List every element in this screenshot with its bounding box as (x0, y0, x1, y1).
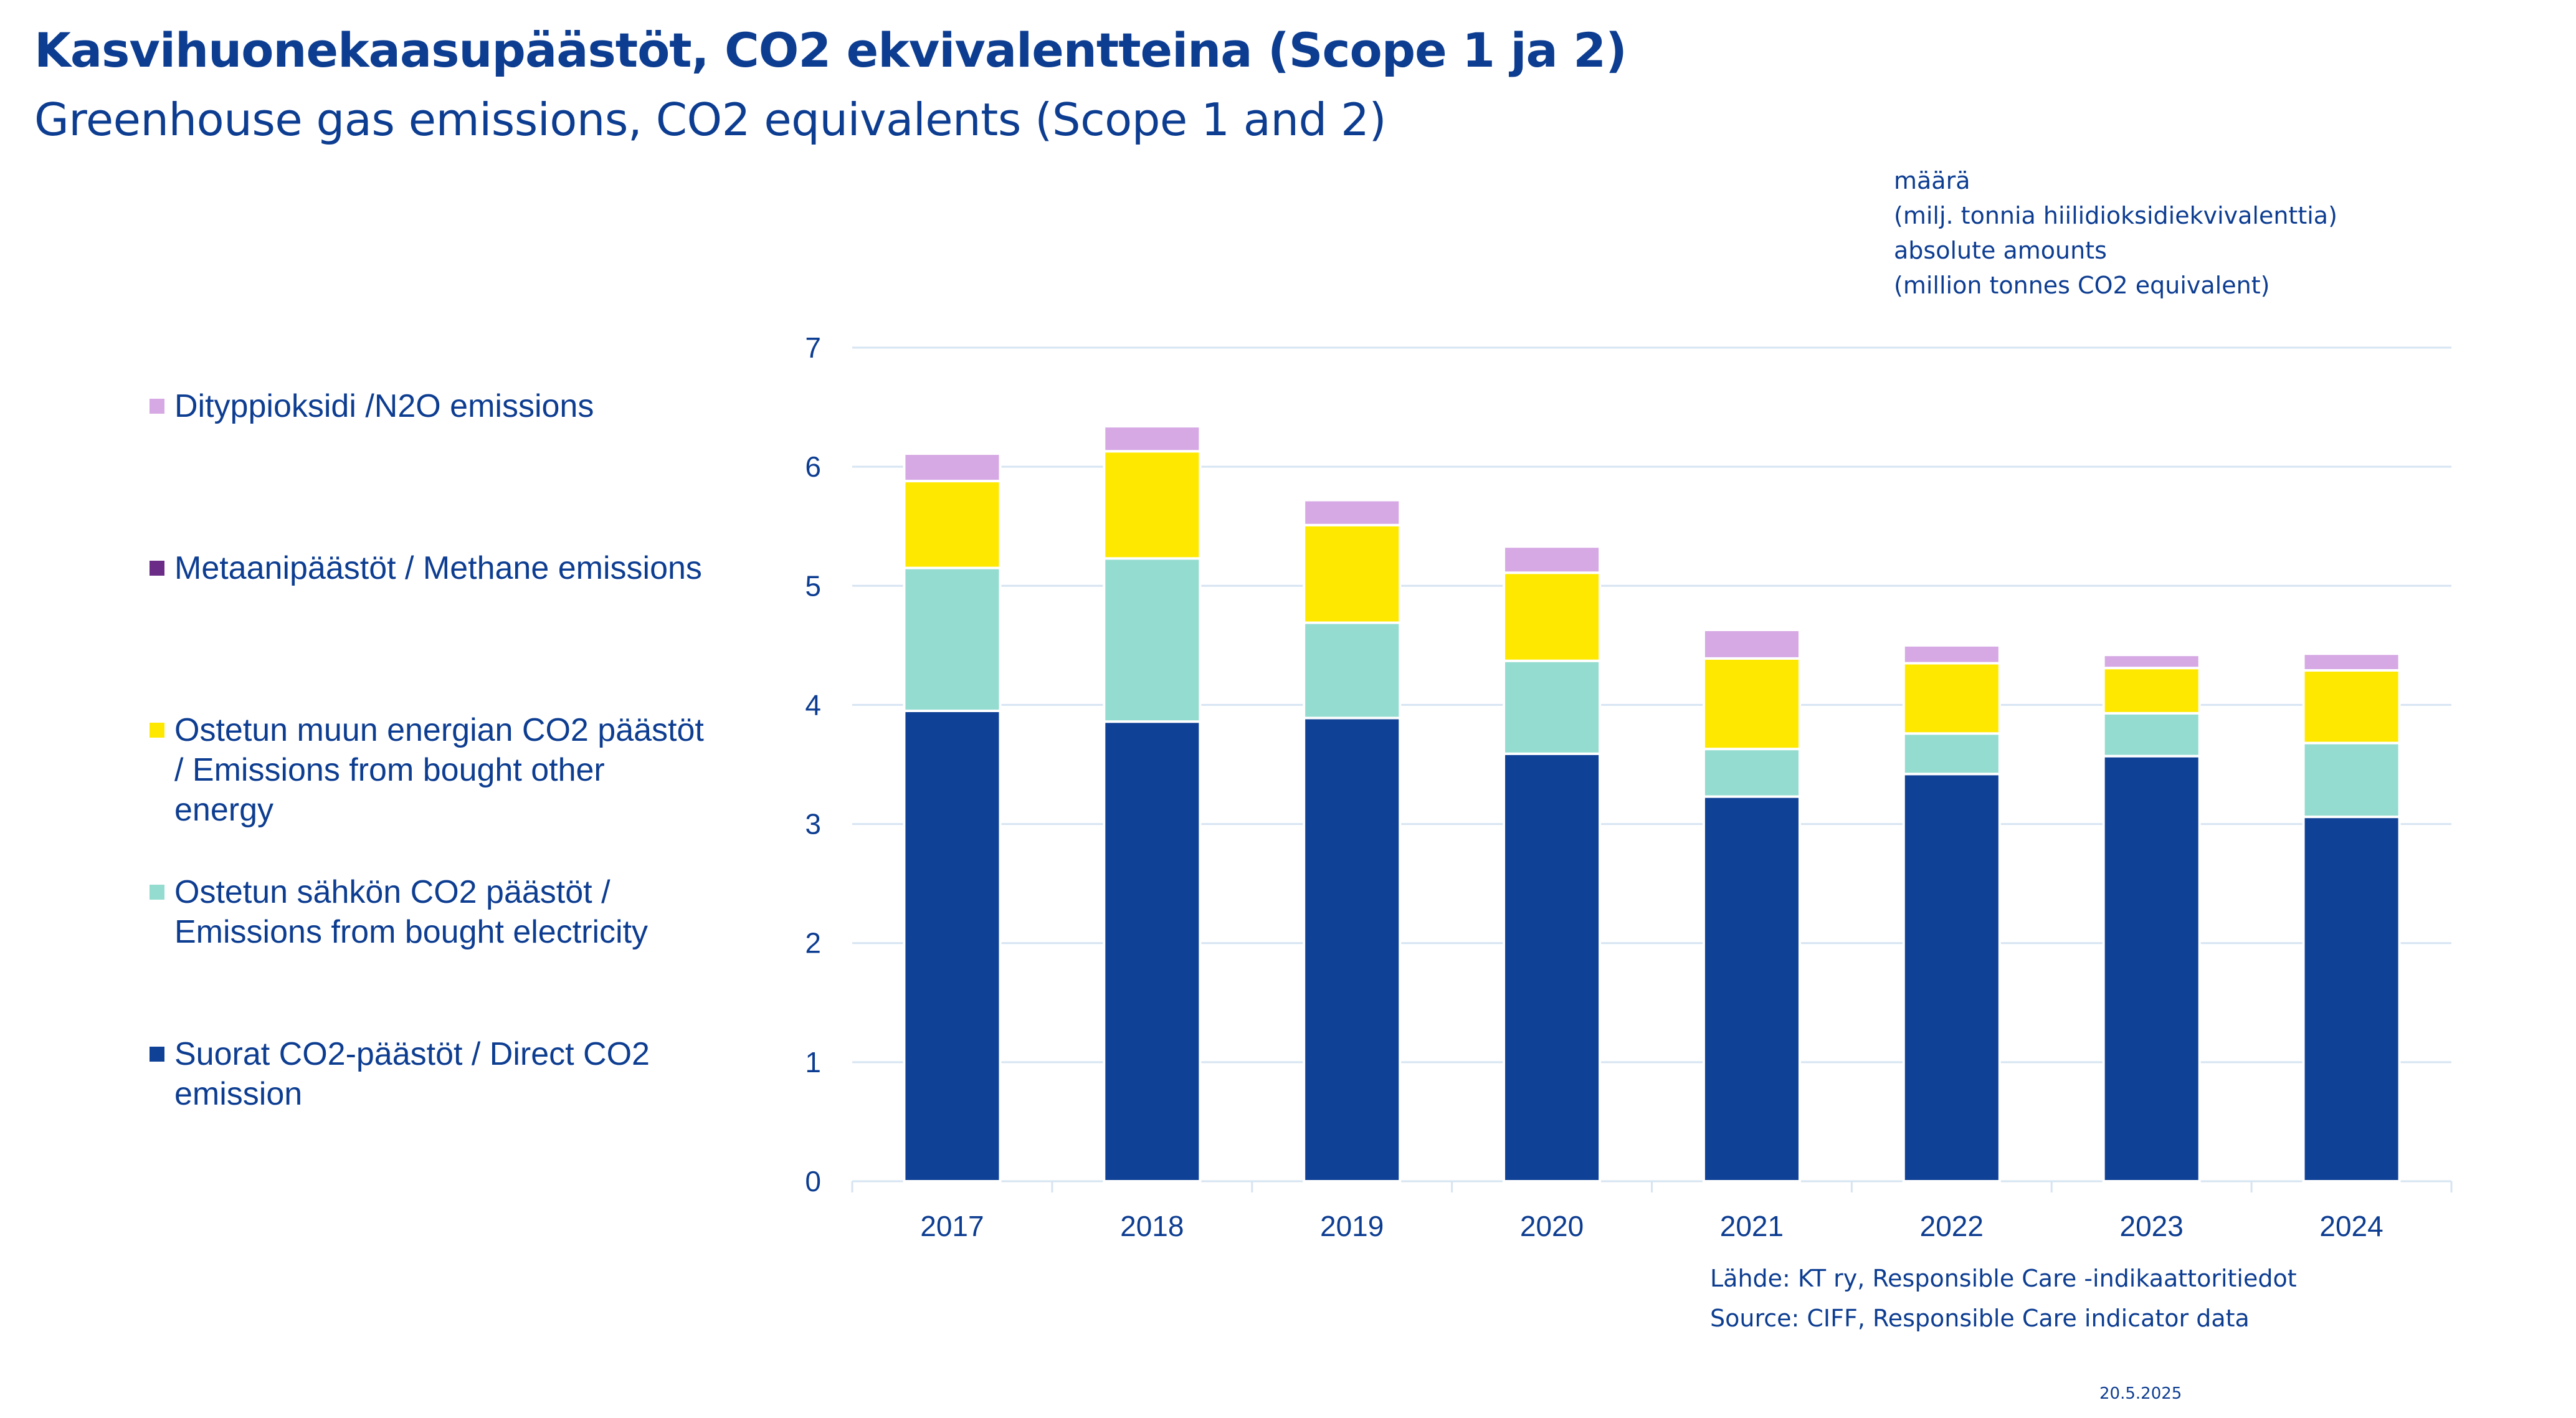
bar-segment (2302, 816, 2401, 1183)
y-tick-label: 0 (805, 1165, 821, 1197)
y-tick-label: 2 (805, 927, 821, 959)
x-tick-label: 2019 (1320, 1210, 1384, 1242)
bar-segment (903, 452, 1002, 483)
bar-segment (1503, 545, 1602, 574)
bar-segment (1902, 732, 2001, 776)
x-tick-label: 2022 (1920, 1210, 1984, 1242)
page-title-english: Greenhouse gas emissions, CO2 equivalent… (34, 93, 1387, 146)
y-tick-label: 1 (805, 1046, 821, 1078)
x-tick-label: 2020 (1520, 1210, 1584, 1242)
bar-segment (1303, 621, 1402, 720)
bar-segment (1503, 571, 1602, 662)
bar-segment (1103, 720, 1202, 1182)
bar-segment (903, 566, 1002, 712)
bar-segment (1902, 644, 2001, 665)
unit-note-line: määrä (1894, 167, 1970, 194)
legend-label-methane: Metaanipäästöt / Methane emissions (174, 550, 702, 586)
bar-segment (2302, 741, 2401, 819)
bar-segment (903, 709, 1002, 1182)
bar-segment (1303, 716, 1402, 1183)
bar-segment (1103, 425, 1202, 453)
y-tick-label: 7 (805, 331, 821, 364)
bar-segment (1702, 795, 1801, 1182)
bar-segment (1702, 629, 1801, 660)
bar-segment (1503, 659, 1602, 755)
y-tick-label: 5 (805, 569, 821, 602)
source-note: Lähde: KT ry, Responsible Care -indikaat… (1710, 1259, 2297, 1338)
x-tick-label: 2018 (1120, 1210, 1184, 1242)
bar-segment (1702, 657, 1801, 751)
legend-label-electricity: Ostetun sähkön CO2 päästöt / Emissions f… (174, 874, 649, 950)
bar-segment (2102, 711, 2201, 758)
bar-segment (1303, 523, 1402, 624)
bar-segment (903, 480, 1002, 569)
source-finnish: Lähde: KT ry, Responsible Care -indikaat… (1710, 1265, 2297, 1292)
y-tick-label: 4 (805, 688, 821, 721)
x-tick-label: 2021 (1720, 1210, 1784, 1242)
legend-label-direct: Suorat CO2-päästöt / Direct CO2 emission (174, 1036, 650, 1112)
y-tick-label: 6 (805, 450, 821, 483)
unit-note-line: (milj. tonnia hiilidioksidiekvivalenttia… (1894, 202, 2337, 229)
bar-segment (1103, 450, 1202, 560)
bar-segment (1702, 748, 1801, 798)
bar-segment (2302, 652, 2401, 672)
y-tick-label: 3 (805, 808, 821, 840)
unit-note-line: absolute amounts (1894, 237, 2107, 264)
legend-swatch-n2o (150, 399, 164, 414)
bar-segment (1902, 773, 2001, 1182)
bar-segment (1303, 498, 1402, 526)
legend-label-n2o: Dityppioksidi /N2O emissions (174, 388, 594, 424)
bar-segment (2102, 754, 2201, 1182)
page-title-finnish: Kasvihuonekaasupäästöt, CO2 ekvivalentte… (34, 22, 1627, 78)
x-tick-label: 2023 (2120, 1210, 2184, 1242)
date-stamp: 20.5.2025 (2099, 1384, 2182, 1403)
bar-segment (2102, 667, 2201, 715)
x-tick-label: 2024 (2319, 1210, 2383, 1242)
unit-note-line: (million tonnes CO2 equivalent) (1894, 272, 2270, 299)
bar-segment (1103, 557, 1202, 723)
bar-segment (2302, 669, 2401, 745)
legend-label-other-energy: Ostetun muun energian CO2 päästöt / Emis… (174, 712, 704, 828)
bar-segment (1503, 752, 1602, 1182)
legend-swatch-other-energy (150, 723, 164, 738)
unit-note: määrä (milj. tonnia hiilidioksidiekvival… (1894, 163, 2337, 303)
legend-swatch-electricity (150, 885, 164, 900)
source-english: Source: CIFF, Responsible Care indicator… (1710, 1305, 2250, 1332)
bar-segment (1902, 662, 2001, 735)
bar-segment (2102, 654, 2201, 670)
legend-swatch-direct (150, 1047, 164, 1062)
legend-swatch-methane (150, 561, 164, 576)
x-tick-label: 2017 (920, 1210, 984, 1242)
